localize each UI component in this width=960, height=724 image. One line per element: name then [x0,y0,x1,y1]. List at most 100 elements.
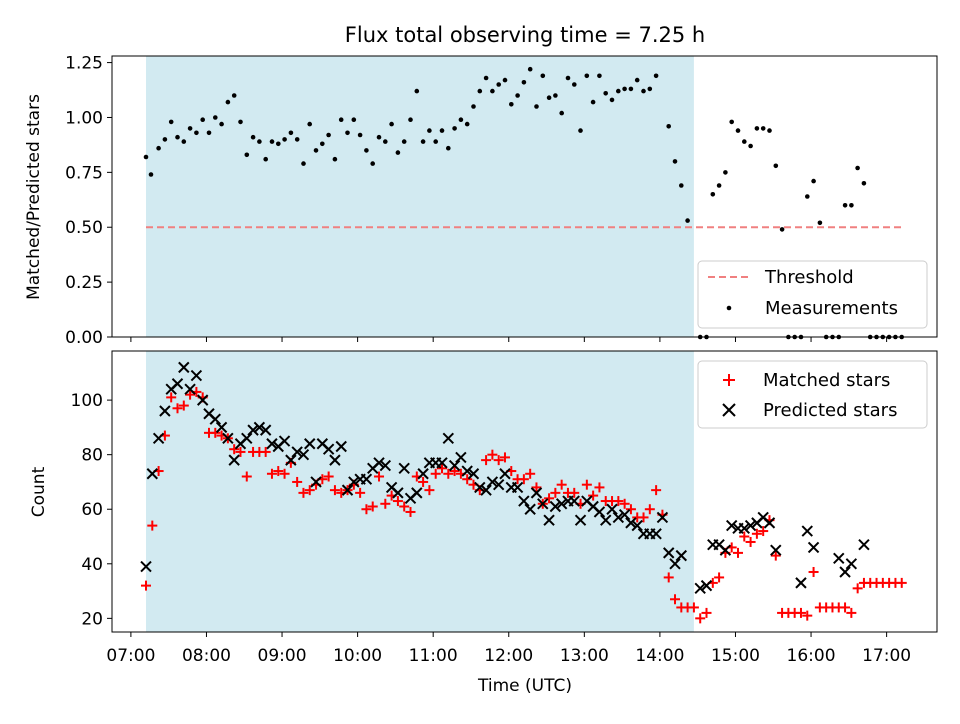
legend-threshold-label: Threshold [764,267,854,288]
measurement-point [779,227,785,232]
measurement-point [194,130,199,136]
predicted-star-point [656,511,669,524]
measurement-point [584,73,590,79]
y-tick-label: 60 [81,500,103,520]
measurement-point [616,88,621,94]
predicted-star-point [448,459,461,472]
measurement-point [294,137,300,142]
measurement-point [257,139,262,144]
measurement-point [490,88,495,94]
measurements-series [143,66,904,340]
predicted-star-point [568,495,580,507]
y-tick-label: 0.75 [65,163,103,183]
matched-star-point [367,501,378,512]
bottom-plot-frame [111,350,938,633]
y-tick-label: 80 [81,446,103,466]
matched-star-point [518,474,529,485]
predicted-star-point [467,468,480,480]
measurement-point [408,117,413,122]
matched-star-point [525,468,536,479]
predicted-star-point [511,481,524,494]
matched-star-point [399,501,410,512]
x-tick-label: 16:00 [787,646,836,666]
predicted-star-point [474,481,486,494]
predicted-star-point [253,421,266,434]
matched-star-point [896,577,907,588]
bottom-y-axis-ticks: 20 40 60 80 100 [71,391,112,629]
measurement-point [641,88,646,94]
matched-star-point [418,476,429,487]
x-axis-label: Time (UTC) [477,676,572,696]
measurement-point [553,93,558,98]
predicted-star-point [606,503,618,515]
predicted-star-point [442,432,455,445]
predicted-star-point [663,547,675,559]
predicted-star-point [159,405,171,417]
predicted-star-point [152,432,165,445]
measurement-point [313,148,319,153]
measurement-point [427,128,432,133]
x-tick-label: 14:00 [635,646,684,666]
measurement-point [351,117,357,122]
predicted-star-point [631,519,643,532]
predicted-star-point [480,484,492,496]
measurement-point [653,73,659,79]
measurement-point [206,130,212,136]
matched-star-point [178,400,189,411]
legend-predicted-label: Predicted stars [763,400,897,421]
matched-star-point [619,498,630,509]
measurement-point [263,156,269,162]
top-observing-span [146,56,694,337]
matched-star-point [487,449,498,460]
predicted-star-point [858,538,870,551]
matched-star-point [437,463,447,474]
measurement-point [534,104,539,109]
measurement-point [735,128,741,133]
measurement-point [572,82,577,87]
predicted-star-point [770,544,782,556]
chart-title: Flux total observing time = 7.25 h [345,23,705,47]
predicted-star-point [524,503,536,515]
predicted-star-point [228,454,240,466]
matched-star-point [147,520,158,531]
predicted-star-point [259,424,272,436]
matched-star-point [430,468,441,479]
matched-star-point [751,528,762,539]
predicted-star-point [266,438,278,450]
measurement-point [250,134,256,140]
measurement-point [225,99,231,105]
matched-star-point [745,536,756,547]
measurement-point [710,192,716,197]
predicted-star-point [543,514,555,526]
predicted-star-point [763,517,776,529]
matched-star-point [651,485,662,496]
predicted-star-point [700,579,713,592]
predicted-star-point [304,438,316,450]
measurement-point [414,88,420,94]
predicted-star-point [675,549,688,562]
predicted-star-point [297,448,310,461]
measurement-point [433,139,439,144]
measurement-point [666,124,671,129]
matched-star-point [329,485,340,496]
measurement-point [320,141,325,147]
matched-star-point [210,427,221,438]
predicted-star-point [178,361,190,374]
x-tick-label: 09:00 [258,646,307,666]
predicted-star-point [436,457,448,469]
x-tick-label: 08:00 [182,646,231,666]
matched-star-point [279,468,290,479]
measurement-point [288,130,294,136]
matched-star-point [462,474,473,485]
predicted-star-point [215,421,228,434]
x-tick-label: 12:00 [484,646,533,666]
predicted-star-point [492,478,505,491]
predicted-star-point [807,541,820,554]
matched-star-point [493,455,504,466]
measurement-point [483,75,489,81]
top-y-axis-label: Matched/Predicted stars [24,94,44,300]
y-tick-label: 0.00 [65,328,103,348]
predicted-star-point [499,468,511,480]
predicted-star-point [348,476,360,488]
measurement-point [395,150,401,155]
